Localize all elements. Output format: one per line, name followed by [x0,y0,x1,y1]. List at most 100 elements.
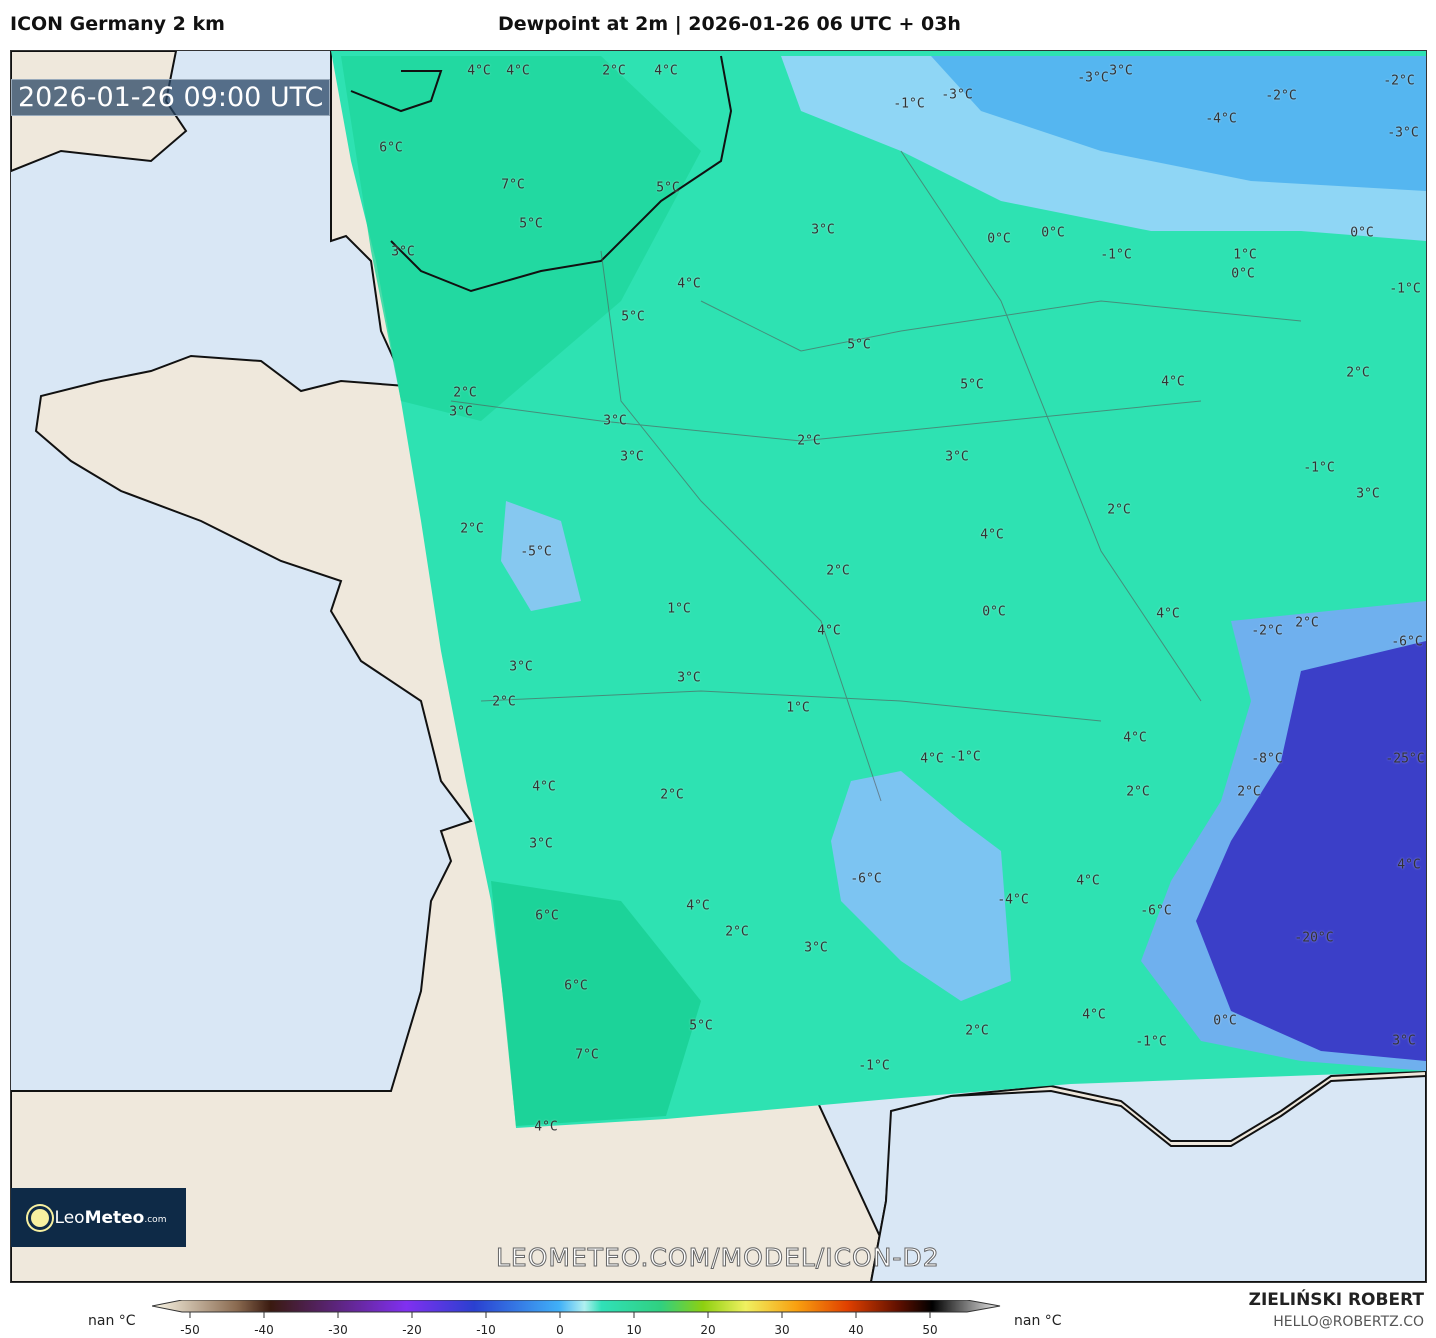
sun-icon [30,1208,49,1227]
colorbar-tick-label: -10 [476,1323,496,1336]
colorbar-tick-label: 0 [556,1323,564,1336]
colorbar-left-label: nan °C [88,1313,136,1329]
contour-label: 4°C [1397,857,1421,873]
contour-label: -2°C [1251,623,1283,639]
contour-label: -2°C [1383,73,1415,89]
colorbar-tick-label: -30 [328,1323,348,1336]
contour-label: 2°C [725,924,749,940]
weather-map[interactable]: 4°C 4°C 2°C 4°C 6°C 7°C 5°C 5°C 3°C 3°C 4°C 5°C 5°C 0… [10,50,1427,1283]
contour-label: 2°C [1107,502,1131,518]
contour-label: 4°C [1123,730,1147,746]
contour-label: 5°C [656,180,680,196]
contour-label: 4°C [677,276,701,292]
contour-label: -6°C [1391,634,1423,650]
contour-label: 2°C [826,563,850,579]
contour-label: 3°C [391,244,415,260]
contour-label: -1°C [1303,460,1335,476]
contour-label: 5°C [960,377,984,393]
admin-borders [450,150,1302,802]
contour-label: -3°C [941,87,973,103]
contour-label: 2°C [1237,784,1261,800]
contour-label: -1°C [858,1058,890,1074]
contour-label: 3°C [1109,63,1133,79]
colorbar-tick-label: 50 [922,1323,937,1336]
contour-label: 4°C [654,63,678,79]
contour-label: 4°C [467,63,491,79]
contour-label: 2°C [660,787,684,803]
logo-suffix: .com [144,1215,167,1225]
colorbar-tick-label: -50 [180,1323,200,1336]
warm-zone-west [341,56,701,421]
contour-label: 5°C [689,1018,713,1034]
contour-label: -4°C [997,892,1029,908]
colorbar-tick-label: 10 [626,1323,641,1336]
contour-label: 5°C [621,309,645,325]
contour-label: 2°C [1126,784,1150,800]
colorbar-tick-label: 40 [848,1323,863,1336]
author-email[interactable]: HELLO@ROBERTZ.CO [1273,1314,1424,1330]
chart-title: Dewpoint at 2m | 2026-01-26 06 UTC + 03h [498,13,961,35]
contour-label: 5°C [847,337,871,353]
dewpoint-field [331,51,1426,1128]
contour-label: 4°C [817,623,841,639]
contour-label: 3°C [1392,1033,1416,1049]
colorbar-right-label: nan °C [1014,1313,1062,1329]
contour-label: -20°C [1294,930,1334,946]
contour-label: 6°C [379,140,403,156]
logo-prefix: Leo [54,1207,85,1228]
contour-label: 3°C [811,222,835,238]
contour-label: -6°C [1140,903,1172,919]
contour-label: 4°C [920,751,944,767]
contour-label: 2°C [965,1023,989,1039]
contour-label: 0°C [982,604,1006,620]
contour-label: -6°C [850,871,882,887]
contour-label: 2°C [492,694,516,710]
contour-label: 3°C [529,836,553,852]
contour-label: 0°C [1350,225,1374,241]
contour-label: 5°C [519,216,543,232]
contour-label: 7°C [501,177,525,193]
contour-label: 4°C [686,898,710,914]
contour-label: -1°C [1135,1034,1167,1050]
contour-label: 3°C [804,940,828,956]
logo-name: Meteo [84,1207,145,1228]
contour-label: 4°C [1156,606,1180,622]
author-name: ZIELIŃSKI ROBERT [1248,1290,1424,1310]
contour-label: 3°C [449,404,473,420]
contour-label: 2°C [797,433,821,449]
contour-label: 0°C [1213,1013,1237,1029]
map-canvas [11,51,1426,1282]
contour-label: 2°C [1295,615,1319,631]
cold-zone-northeast-core [931,56,1426,191]
contour-label: 3°C [620,449,644,465]
contour-label: 1°C [1233,247,1257,263]
warm-zone-southwest [491,881,701,1126]
contour-label: 7°C [575,1047,599,1063]
mediterranean-sea [869,1074,1426,1282]
contour-label: -4°C [1205,111,1237,127]
leometeo-logo[interactable]: Leo Meteo .com [11,1188,186,1247]
contour-label: -1°C [1389,281,1421,297]
colorbar-tick-label: -40 [254,1323,274,1336]
contour-label: 6°C [535,908,559,924]
contour-label: 3°C [1356,486,1380,502]
contour-label: -3°C [1387,125,1419,141]
contour-label: 4°C [534,1119,558,1135]
contour-label: 0°C [987,231,1011,247]
contour-label: 3°C [677,670,701,686]
colorbar: -50 -40 -30 -20 -10 0 10 20 30 40 50 [152,1300,1001,1336]
cold-zone-alps-core [1196,641,1426,1061]
contour-label: 4°C [506,63,530,79]
valid-time-stamp: 2026-01-26 09:00 UTC [11,79,331,116]
contour-label: 4°C [980,527,1004,543]
contour-label: 0°C [1231,266,1255,282]
contour-label: -2°C [1265,88,1297,104]
contour-label: -5°C [520,544,552,560]
contour-label: -8°C [1251,751,1283,767]
contour-label: 2°C [602,63,626,79]
cold-zone-loire [501,501,581,611]
colorbar-tick-label: 30 [774,1323,789,1336]
contour-label: 4°C [1082,1007,1106,1023]
contour-label: -25°C [1385,751,1425,767]
watermark-url: LEOMETEO.COM/MODEL/ICON-D2 [496,1243,940,1273]
